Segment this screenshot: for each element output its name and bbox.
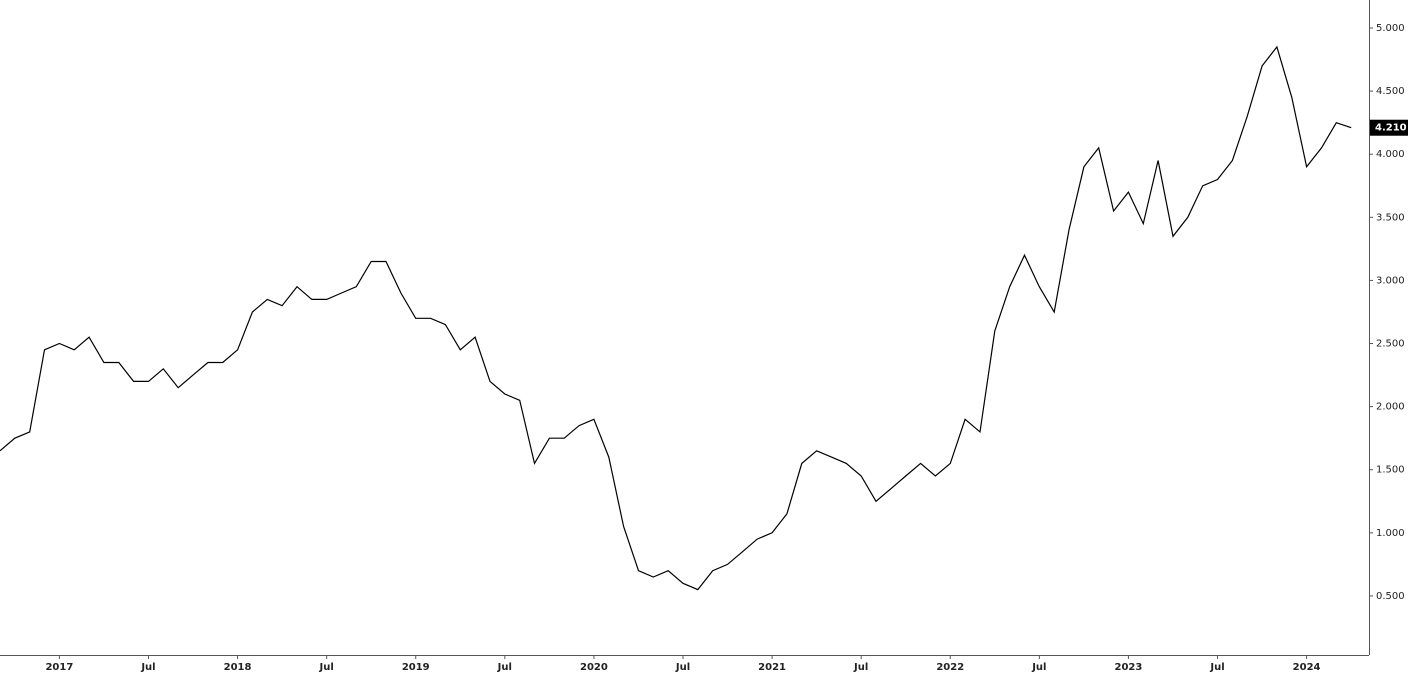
x-tick-label: 2022 — [936, 662, 964, 673]
x-tick-label: 2023 — [1115, 662, 1143, 673]
x-tick-label: 2020 — [580, 662, 608, 673]
x-tick-label: Jul — [1031, 662, 1046, 673]
x-tick-label: 2021 — [758, 662, 786, 673]
x-tick-label: 2018 — [224, 662, 252, 673]
x-tick-label: 2017 — [45, 662, 73, 673]
x-tick-label: Jul — [675, 662, 690, 673]
x-tick-label: Jul — [140, 662, 155, 673]
y-tick-label: 0.500 — [1376, 591, 1405, 602]
y-tick-label: 2.000 — [1376, 402, 1405, 413]
y-tick-label: 1.500 — [1376, 465, 1405, 476]
x-tick-label: Jul — [497, 662, 512, 673]
y-tick-label: 4.000 — [1376, 149, 1405, 160]
y-tick-label: 3.500 — [1376, 212, 1405, 223]
last-value-tag — [1370, 119, 1408, 136]
x-tick-label: Jul — [319, 662, 334, 673]
y-tick-label: 3.000 — [1376, 275, 1405, 286]
y-tick-label: 2.500 — [1376, 339, 1405, 350]
y-tick-label: 1.000 — [1376, 528, 1405, 539]
x-tick-label: 2024 — [1293, 662, 1321, 673]
y-tick-label: 5.000 — [1376, 23, 1405, 34]
last-value-label: 4.210 — [1375, 123, 1407, 134]
x-tick-label: 2019 — [402, 662, 430, 673]
x-tick-label: Jul — [1209, 662, 1224, 673]
y-tick-label: 4.500 — [1376, 86, 1405, 97]
price-line — [0, 45, 1352, 591]
x-tick-label: Jul — [853, 662, 868, 673]
